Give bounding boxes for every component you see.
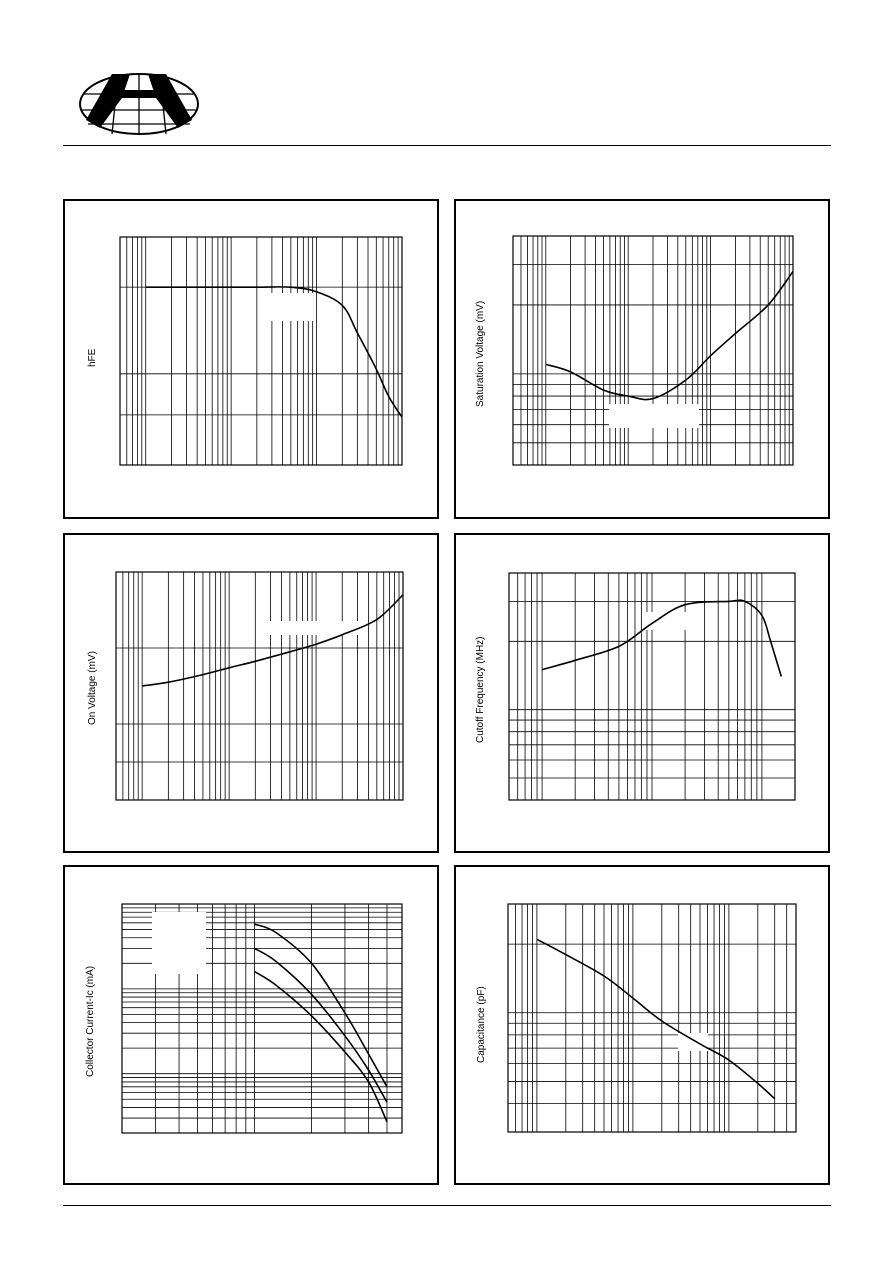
y-axis-label-cutoff-frequency: Cutoff Frequency (MHz) bbox=[475, 636, 486, 743]
series-line-ic-2 bbox=[254, 970, 388, 1123]
label-gap-von-0 bbox=[261, 621, 359, 635]
y-axis-label-capacitance: Capacitance (pF) bbox=[476, 986, 487, 1063]
panel-capacitance: Capacitance (pF) bbox=[454, 865, 830, 1185]
label-gap-ft-0 bbox=[642, 612, 686, 630]
plot-frame-ic bbox=[121, 903, 403, 1134]
panel-collector-current: Collector Current-Ic (mA) bbox=[63, 865, 439, 1185]
grid-cap bbox=[508, 904, 796, 1132]
panel-hfe: hFE bbox=[63, 199, 439, 519]
y-axis-label-on-voltage: On Voltage (mV) bbox=[87, 651, 98, 725]
plot-frame-vsat bbox=[512, 235, 794, 466]
plot-frame-von bbox=[115, 571, 404, 801]
label-gap-vsat-0 bbox=[609, 404, 699, 428]
y-axis-label-collector-current: Collector Current-Ic (mA) bbox=[85, 965, 96, 1077]
grid-ft bbox=[509, 573, 795, 800]
company-logo bbox=[79, 73, 199, 135]
chart-cutoff-frequency bbox=[508, 572, 796, 801]
grid-hfe bbox=[120, 237, 402, 465]
series-line-vsat-0 bbox=[545, 271, 794, 401]
label-gap-cap-0 bbox=[678, 1033, 708, 1051]
plot-frame-cap bbox=[507, 903, 797, 1133]
series-line-cap-0 bbox=[536, 938, 776, 1100]
plot-frame-hfe bbox=[119, 236, 403, 466]
y-axis-label-hfe: hFE bbox=[87, 348, 98, 367]
y-axis-label-saturation-voltage: Saturation Voltage (mV) bbox=[475, 300, 486, 407]
plot-frame-ft bbox=[508, 572, 796, 801]
series-line-von-0 bbox=[142, 594, 404, 687]
panel-on-voltage: On Voltage (mV) bbox=[63, 533, 439, 853]
chart-capacitance bbox=[507, 903, 797, 1133]
label-gap-hfe-0 bbox=[269, 293, 313, 321]
chart-on-voltage bbox=[115, 571, 404, 801]
footer-rule bbox=[63, 1205, 831, 1206]
series-line-ft-0 bbox=[541, 599, 783, 677]
header-rule bbox=[63, 145, 831, 146]
chart-saturation-voltage bbox=[512, 235, 794, 466]
chart-hfe bbox=[119, 236, 403, 466]
series-line-hfe-0 bbox=[145, 286, 403, 418]
chart-collector-current bbox=[121, 903, 403, 1134]
panel-saturation-voltage: Saturation Voltage (mV) bbox=[454, 199, 830, 519]
panel-cutoff-frequency: Cutoff Frequency (MHz) bbox=[454, 533, 830, 853]
grid-von bbox=[116, 572, 403, 800]
series-line-ic-0 bbox=[254, 923, 388, 1088]
label-gap-ic-0 bbox=[152, 912, 206, 974]
grid-vsat bbox=[513, 236, 793, 465]
series-line-ic-1 bbox=[254, 947, 388, 1103]
